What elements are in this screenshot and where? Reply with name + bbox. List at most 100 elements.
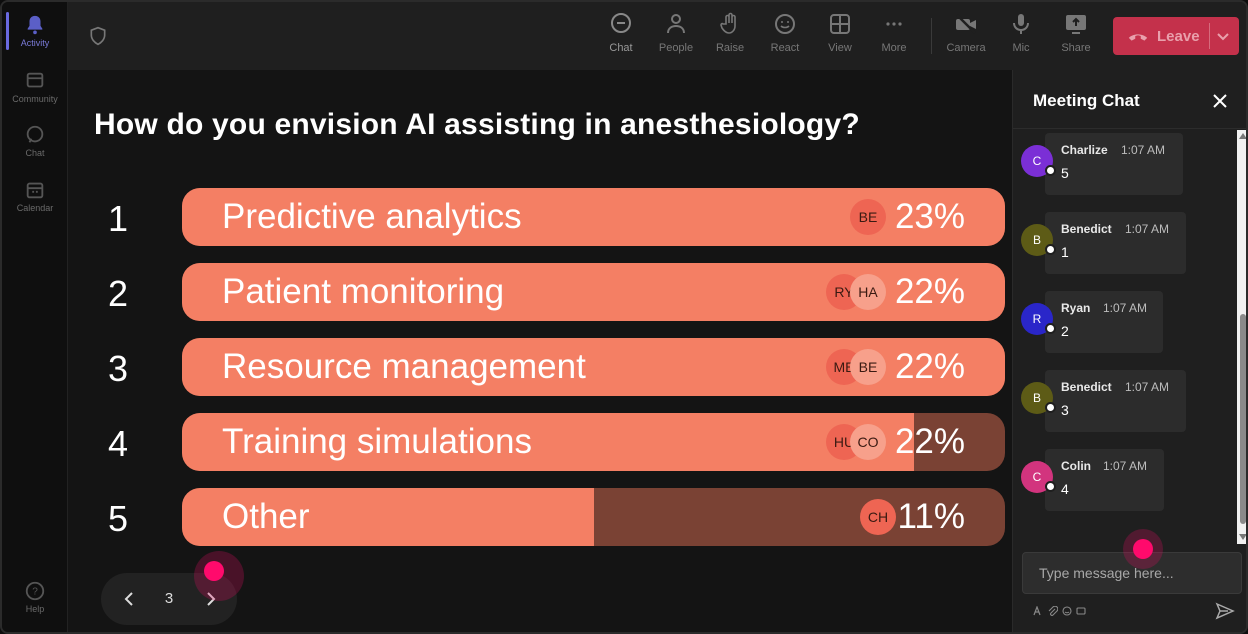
leave-label: Leave <box>1157 27 1200 45</box>
chat-message: Charlize 1:07 AM 5 C <box>1013 133 1233 197</box>
option-bar-fill <box>182 413 915 471</box>
sender-name: Colin <box>1061 459 1091 473</box>
sender-name: Charlize <box>1061 143 1108 157</box>
format-text-icon[interactable] <box>1033 606 1043 616</box>
chat-message: Colin 1:07 AM 4 C <box>1013 449 1233 513</box>
message-bubble: Benedict 1:07 AM 3 <box>1045 370 1186 432</box>
option-number: 3 <box>108 348 129 389</box>
rail-item-activity[interactable]: Activity <box>2 6 68 62</box>
message-bubble: Ryan 1:07 AM 2 <box>1045 291 1163 353</box>
svg-text:?: ? <box>32 587 38 598</box>
share-screen-icon <box>1066 15 1086 34</box>
send-icon[interactable] <box>1215 601 1235 621</box>
more-label: More <box>881 42 907 54</box>
chat-message: Benedict 1:07 AM 1 B <box>1013 212 1233 276</box>
rail-item-chat[interactable]: Chat <box>2 116 68 172</box>
message-input[interactable] <box>1022 552 1242 594</box>
poll-stage: How do you envision AI assisting in anes… <box>68 70 1012 632</box>
chat-message: Benedict 1:07 AM 3 B <box>1013 370 1233 434</box>
message-time: 1:07 AM <box>1125 222 1170 236</box>
chat-scrollbar[interactable] <box>1237 130 1246 544</box>
presence-dot <box>1045 244 1056 255</box>
message-time: 1:07 AM <box>1121 143 1166 157</box>
leave-button[interactable]: Leave <box>1113 17 1239 55</box>
chat-toggle-button[interactable]: Chat <box>595 12 647 74</box>
option-percentage: 22% <box>894 422 965 461</box>
message-time: 1:07 AM <box>1103 459 1148 473</box>
avatar: HA <box>850 274 886 310</box>
chevron-right-icon[interactable] <box>201 589 221 609</box>
poll-option-4: 4 Training simulations HU CO 22% <box>68 413 1012 473</box>
message-time: 1:07 AM <box>1125 380 1170 394</box>
chat-toggle-label: Chat <box>609 42 633 54</box>
poll-pager: 3 <box>101 573 237 625</box>
grid-icon <box>830 14 850 34</box>
option-percentage: 22% <box>894 347 965 386</box>
message-time: 1:07 AM <box>1103 301 1148 315</box>
message-bubble: Colin 1:07 AM 4 <box>1045 449 1164 511</box>
option-label: Other <box>222 497 310 536</box>
rail-item-community[interactable]: Community <box>2 62 68 118</box>
chevron-left-icon[interactable] <box>119 589 139 609</box>
hang-up-icon <box>1128 34 1148 41</box>
presence-dot <box>1045 323 1056 334</box>
mic-label: Mic <box>1012 42 1030 54</box>
option-bar-fill <box>182 488 594 546</box>
option-bar: Resource management ME BE 22% <box>182 338 1005 396</box>
camera-off-icon <box>956 14 976 34</box>
message-bubble: Charlize 1:07 AM 5 <box>1045 133 1183 195</box>
view-button[interactable]: View <box>814 12 866 66</box>
camera-button[interactable]: Camera <box>940 12 992 66</box>
poll-option-5: 5 Other CH 11% <box>68 488 1012 548</box>
sender-name: Benedict <box>1061 222 1112 236</box>
gif-icon[interactable] <box>1076 606 1086 616</box>
left-rail: Activity Community Chat Calendar ? Help <box>2 2 68 632</box>
sender-name: Ryan <box>1061 301 1091 315</box>
chat-icon <box>611 13 631 33</box>
microphone-icon <box>1013 14 1029 34</box>
scroll-up-arrow-icon[interactable] <box>1239 133 1246 139</box>
raise-hand-button[interactable]: Raise <box>704 12 756 66</box>
scroll-thumb[interactable] <box>1240 314 1246 524</box>
poll-question: How do you envision AI assisting in anes… <box>94 108 860 141</box>
scroll-down-arrow-icon[interactable] <box>1239 534 1246 540</box>
toolbar-divider <box>931 18 932 54</box>
avatar: CH <box>860 499 896 535</box>
attach-icon[interactable] <box>1048 606 1058 616</box>
chat-title: Meeting Chat <box>1033 91 1140 110</box>
chat-icon <box>26 125 44 143</box>
mic-button[interactable]: Mic <box>995 12 1047 66</box>
share-button[interactable]: Share <box>1050 12 1102 66</box>
emoji-icon[interactable] <box>1062 606 1072 616</box>
option-number: 5 <box>108 498 129 539</box>
chat-divider <box>1013 128 1246 129</box>
shield-icon[interactable] <box>88 26 108 46</box>
chevron-down-icon[interactable] <box>1215 28 1231 44</box>
option-bar: Training simulations HU CO 22% <box>182 413 1005 471</box>
close-icon[interactable] <box>1211 92 1229 110</box>
option-number: 2 <box>108 273 129 314</box>
poll-option-2: 2 Patient monitoring RY HA 22% <box>68 263 1012 323</box>
community-icon <box>26 72 44 88</box>
option-bar: Predictive analytics BE 23% <box>182 188 1005 246</box>
leave-divider <box>1209 23 1210 49</box>
people-button[interactable]: People <box>650 12 702 66</box>
help-icon: ? <box>25 581 45 601</box>
more-dots-icon <box>886 22 902 26</box>
option-label: Predictive analytics <box>222 197 522 236</box>
react-button[interactable]: React <box>759 12 811 66</box>
presence-dot <box>1045 165 1056 176</box>
option-percentage: 11% <box>897 497 965 536</box>
chat-message: Ryan 1:07 AM 2 R <box>1013 291 1233 355</box>
poll-option-1: 1 Predictive analytics BE 23% <box>68 188 1012 248</box>
rail-item-help[interactable]: ? Help <box>2 572 68 628</box>
presence-dot <box>1045 481 1056 492</box>
people-label: People <box>658 42 694 54</box>
page-number: 3 <box>164 590 174 607</box>
rail-item-calendar[interactable]: Calendar <box>2 171 68 227</box>
more-button[interactable]: More <box>868 12 920 66</box>
poll-option-3: 3 Resource management ME BE 22% <box>68 338 1012 398</box>
presence-dot <box>1045 402 1056 413</box>
share-label: Share <box>1061 42 1091 54</box>
